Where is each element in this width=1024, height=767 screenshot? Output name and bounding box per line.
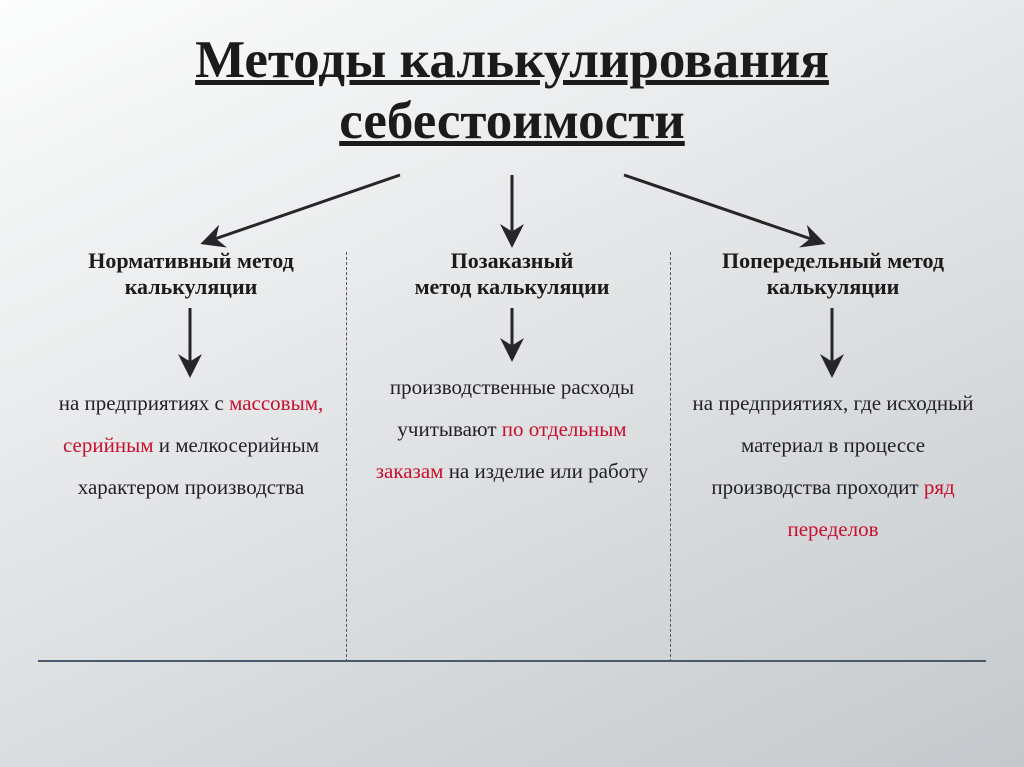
slide: Методы калькулирования себестоимости Нор… [0,0,1024,767]
col-title-line: Позаказный [451,248,574,273]
column-title: Позаказный метод калькуляции [370,248,654,300]
column-title: Попередельный метод калькуляции [688,248,978,300]
column-normative: Нормативный метод калькуляции на предпри… [46,248,336,550]
column-process: Попередельный метод калькуляции на предп… [688,248,978,550]
col-title-line: Нормативный метод [88,248,293,273]
divider-line [670,252,671,662]
columns: Нормативный метод калькуляции на предпри… [0,248,1024,550]
desc-text: на изделие или работу [443,459,648,483]
column-description: на предприятиях, где исходный материал в… [688,382,978,550]
divider-line [346,252,347,662]
slide-title: Методы калькулирования себестоимости [0,0,1024,152]
column-title: Нормативный метод калькуляции [46,248,336,300]
baseline-rule [38,660,986,662]
column-description: производственные расходы учитывают по от… [370,366,654,492]
col-title-line: Попередельный метод [722,248,944,273]
column-description: на предприятиях с массовым, серийным и м… [46,382,336,508]
col-title-line: метод калькуляции [415,274,610,299]
title-line-2: себестоимости [339,92,685,150]
desc-text: на предприятиях с [59,391,229,415]
col-title-line: калькуляции [767,274,900,299]
column-order-based: Позаказный метод калькуляции производств… [370,248,654,550]
col-title-line: калькуляции [125,274,258,299]
title-line-1: Методы калькулирования [195,31,829,89]
